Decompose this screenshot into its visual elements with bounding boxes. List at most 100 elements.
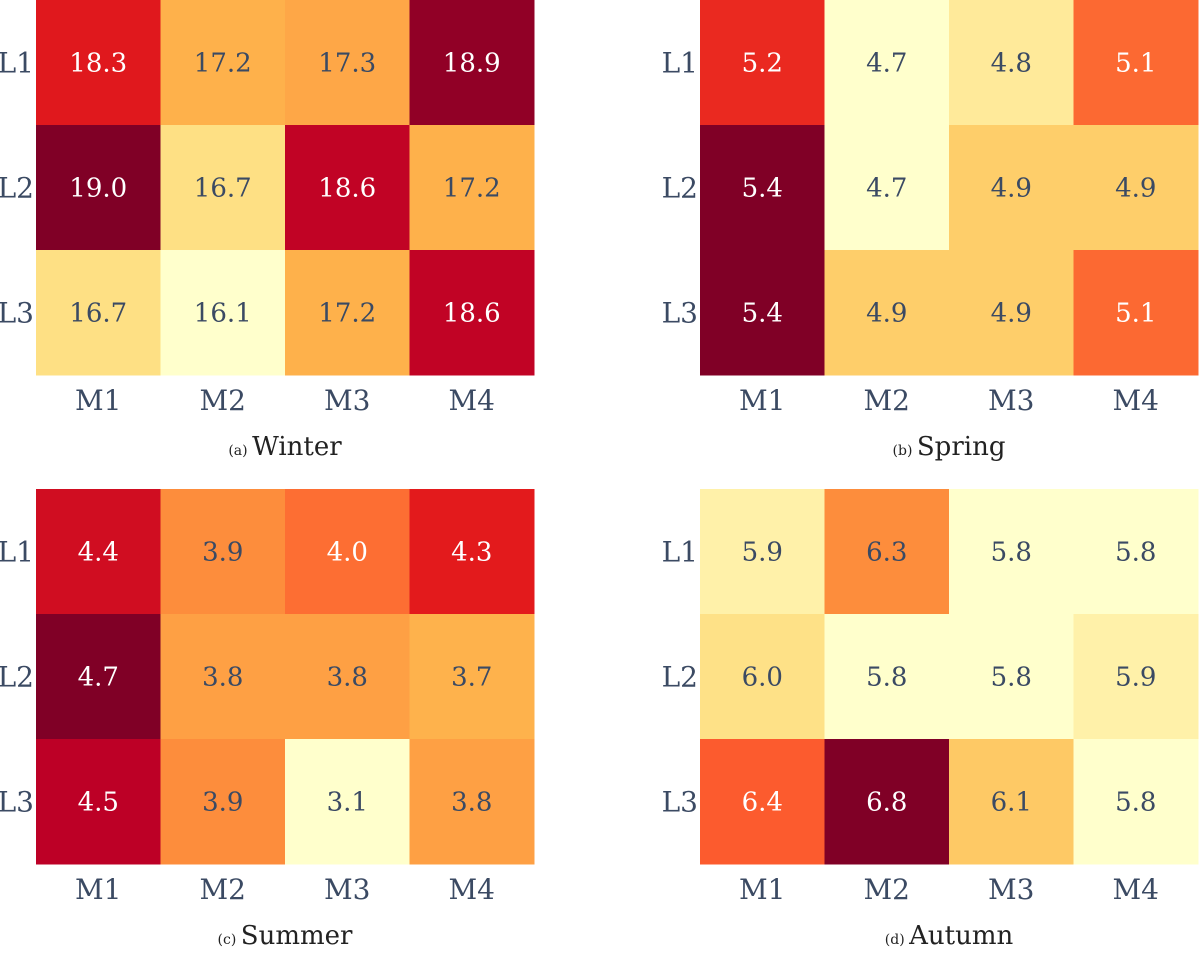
caption-prefix: (b): [893, 443, 917, 459]
panel-caption: (a) Winter: [228, 432, 342, 462]
heatmap-cell: [285, 125, 410, 251]
heatmap-cell: [949, 0, 1074, 126]
cell-value-label: 4.7: [866, 174, 907, 204]
cell-value-label: 5.4: [742, 299, 783, 329]
heatmap-cell: [409, 0, 535, 126]
caption-name: Winter: [252, 432, 342, 462]
column-tick-label: M1: [739, 873, 785, 906]
cell-value-label: 17.2: [318, 299, 376, 329]
column-tick-label: M3: [988, 384, 1034, 417]
row-tick-label: L2: [0, 172, 34, 205]
heatmap-cell: [700, 0, 825, 126]
cell-value-label: 17.2: [443, 174, 501, 204]
cell-value-label: 18.6: [443, 299, 501, 329]
heatmap-cell: [949, 125, 1074, 251]
heatmap-cell: [824, 250, 950, 376]
cell-value-label: 5.8: [991, 538, 1032, 568]
cell-value-label: 6.0: [742, 663, 783, 693]
column-tick-label: M4: [449, 384, 495, 417]
heatmap-cell: [36, 125, 161, 251]
heatmap-cell: [949, 739, 1074, 865]
column-tick-label: M2: [864, 873, 910, 906]
cell-value-label: 4.3: [451, 538, 492, 568]
heatmap-cell: [700, 250, 825, 376]
heatmap-cell: [1073, 250, 1199, 376]
cell-value-label: 6.3: [866, 538, 907, 568]
cell-value-label: 3.1: [327, 788, 368, 818]
cell-value-label: 5.9: [1115, 663, 1156, 693]
panel-caption: (c) Summer: [218, 921, 353, 951]
row-tick-label: L1: [0, 47, 34, 80]
cell-value-label: 5.9: [742, 538, 783, 568]
heatmap-cell: [36, 250, 161, 376]
row-tick-label: L1: [0, 536, 34, 569]
column-tick-label: M2: [200, 873, 246, 906]
cell-value-label: 16.7: [69, 299, 127, 329]
cell-value-label: 16.1: [194, 299, 252, 329]
heatmap-cell: [285, 739, 410, 865]
cell-value-label: 6.4: [742, 788, 783, 818]
heatmap-cell: [1073, 739, 1199, 865]
row-tick-label: L1: [662, 47, 698, 80]
cell-value-label: 4.7: [78, 663, 119, 693]
panel-caption: (d) Autumn: [885, 921, 1014, 951]
heatmap-cell: [285, 489, 410, 615]
row-tick-label: L2: [0, 661, 34, 694]
heatmap-cell: [409, 739, 535, 865]
cell-value-label: 17.3: [318, 49, 376, 79]
cell-value-label: 5.8: [866, 663, 907, 693]
heatmap-panel: 4.4 3.9 4.0 4.3 4.7 3.8 3.8 3.7 4.5 3.9 3.1 3.8 L1 L2…: [0, 489, 535, 951]
heatmap-cell: [824, 739, 950, 865]
row-tick-label: L3: [0, 297, 34, 330]
cell-value-label: 3.9: [202, 788, 243, 818]
cell-value-label: 4.4: [78, 538, 119, 568]
heatmap-cell: [160, 614, 286, 740]
heatmap-cell: [36, 739, 161, 865]
panel-caption: (b) Spring: [893, 432, 1006, 462]
heatmap-cell: [949, 250, 1074, 376]
heatmap-cell: [1073, 489, 1199, 615]
heatmap-cell: [285, 614, 410, 740]
caption-name: Summer: [241, 921, 353, 951]
heatmap-cell: [409, 614, 535, 740]
cell-value-label: 18.9: [443, 49, 501, 79]
cell-value-label: 18.6: [318, 174, 376, 204]
cell-value-label: 4.0: [327, 538, 368, 568]
column-tick-label: M1: [739, 384, 785, 417]
caption-prefix: (d): [885, 932, 909, 948]
cell-value-label: 5.2: [742, 49, 783, 79]
heatmap-cell: [160, 0, 286, 126]
heatmap-panel: 5.9 6.3 5.8 5.8 6.0 5.8 5.8 5.9 6.4 6.8 6.1 5.8 L1 L2…: [662, 489, 1199, 951]
heatmap-cell: [36, 614, 161, 740]
heatmap-cell: [700, 739, 825, 865]
heatmap-cell: [700, 125, 825, 251]
column-tick-label: M4: [1113, 873, 1159, 906]
cell-value-label: 4.9: [991, 299, 1032, 329]
cell-value-label: 5.4: [742, 174, 783, 204]
row-tick-label: L2: [662, 661, 698, 694]
heatmap-cell: [1073, 0, 1199, 126]
heatmap-panel: 18.3 17.2 17.3 18.9 19.0 16.7 18.6 17.2 16.7 16.1…: [0, 0, 535, 462]
row-tick-label: L1: [662, 536, 698, 569]
heatmap-cell: [1073, 614, 1199, 740]
heatmap-cell: [700, 614, 825, 740]
caption-prefix: (c): [218, 932, 241, 948]
heatmap-cell: [700, 489, 825, 615]
heatmap-cell: [409, 125, 535, 251]
heatmap-cell: [409, 489, 535, 615]
cell-value-label: 6.1: [991, 788, 1032, 818]
heatmap-cell: [409, 250, 535, 376]
cell-value-label: 16.7: [194, 174, 252, 204]
heatmap-cell: [824, 614, 950, 740]
column-tick-label: M3: [988, 873, 1034, 906]
cell-value-label: 3.8: [327, 663, 368, 693]
caption-name: Autumn: [908, 921, 1013, 951]
row-tick-label: L3: [662, 786, 698, 819]
cell-value-label: 5.8: [991, 663, 1032, 693]
cell-value-label: 19.0: [69, 174, 127, 204]
heatmap-cell: [36, 489, 161, 615]
row-tick-label: L3: [662, 297, 698, 330]
heatmap-cell: [160, 125, 286, 251]
cell-value-label: 4.7: [866, 49, 907, 79]
